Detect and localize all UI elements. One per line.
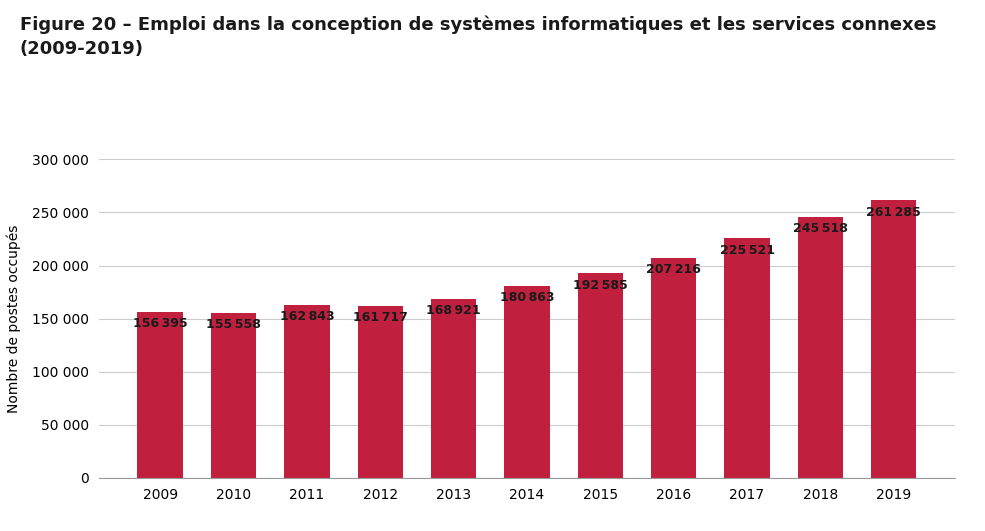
Bar (284, 305, 330, 478)
Text: 261 285: 261 285 (867, 205, 921, 219)
Text: 245 518: 245 518 (793, 222, 848, 235)
Text: 180 863: 180 863 (499, 291, 555, 304)
Bar (798, 217, 843, 478)
Bar (138, 312, 183, 478)
Y-axis label: Nombre de postes occupés: Nombre de postes occupés (6, 225, 21, 413)
Bar (651, 258, 696, 478)
Bar (724, 238, 770, 478)
Text: 161 717: 161 717 (353, 312, 408, 324)
Bar (871, 200, 916, 478)
Bar (430, 298, 477, 478)
Bar (504, 286, 550, 478)
Text: 225 521: 225 521 (720, 244, 774, 256)
Text: Figure 20 – Emploi dans la conception de systèmes informatiques et les services : Figure 20 – Emploi dans la conception de… (20, 16, 936, 58)
Bar (358, 306, 403, 478)
Text: 207 216: 207 216 (646, 263, 701, 276)
Bar (577, 273, 624, 478)
Text: 155 558: 155 558 (206, 318, 261, 331)
Bar (211, 313, 256, 478)
Text: 156 395: 156 395 (133, 317, 187, 330)
Text: 168 921: 168 921 (427, 304, 481, 317)
Text: 162 843: 162 843 (280, 310, 334, 323)
Text: 192 585: 192 585 (573, 279, 627, 292)
